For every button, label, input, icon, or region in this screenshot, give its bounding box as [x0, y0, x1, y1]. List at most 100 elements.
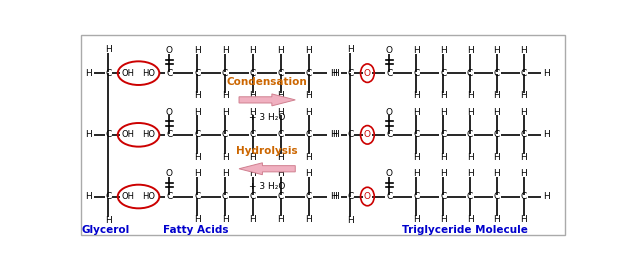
Text: H: H — [278, 153, 284, 162]
Text: C: C — [347, 130, 353, 139]
Text: H: H — [105, 45, 112, 54]
Text: C: C — [278, 192, 284, 201]
Text: O: O — [386, 169, 393, 178]
Text: H: H — [413, 169, 420, 178]
Text: H: H — [493, 91, 500, 100]
Text: H: H — [305, 108, 312, 117]
Text: H: H — [330, 130, 336, 139]
Text: C: C — [440, 130, 446, 139]
Text: H: H — [493, 46, 500, 55]
Text: H: H — [85, 130, 92, 139]
Polygon shape — [239, 163, 295, 175]
Text: C: C — [494, 69, 500, 78]
Text: H: H — [467, 169, 473, 178]
Text: C: C — [305, 130, 312, 139]
Text: H: H — [347, 216, 353, 225]
Text: H: H — [194, 108, 201, 117]
Text: H: H — [493, 153, 500, 162]
Text: H: H — [221, 46, 228, 55]
Text: H: H — [440, 153, 447, 162]
Text: C: C — [440, 69, 446, 78]
Text: H: H — [333, 192, 339, 201]
Text: C: C — [250, 69, 256, 78]
Text: H: H — [543, 192, 550, 201]
Text: HO: HO — [143, 130, 155, 139]
Text: H: H — [413, 91, 420, 100]
Text: H: H — [194, 215, 201, 224]
Text: C: C — [305, 69, 312, 78]
Text: C: C — [386, 69, 392, 78]
Text: H: H — [413, 46, 420, 55]
Text: O: O — [166, 108, 173, 117]
Text: H: H — [194, 46, 201, 55]
Text: C: C — [467, 192, 473, 201]
Text: C: C — [222, 69, 228, 78]
Text: C: C — [166, 69, 172, 78]
Text: H: H — [521, 46, 528, 55]
Text: C: C — [413, 130, 420, 139]
Text: H: H — [440, 215, 447, 224]
Text: + 3 H₂O: + 3 H₂O — [249, 113, 285, 122]
Text: H: H — [467, 46, 473, 55]
Text: C: C — [278, 130, 284, 139]
Text: H: H — [333, 130, 339, 139]
Text: H: H — [278, 108, 284, 117]
Text: C: C — [467, 69, 473, 78]
Text: H: H — [493, 108, 500, 117]
Text: O: O — [166, 169, 173, 178]
FancyBboxPatch shape — [81, 35, 565, 234]
Text: H: H — [250, 215, 256, 224]
Text: H: H — [493, 215, 500, 224]
Text: H: H — [467, 108, 473, 117]
Text: Glycerol: Glycerol — [81, 225, 130, 235]
Text: H: H — [278, 91, 284, 100]
Text: H: H — [521, 169, 528, 178]
Text: O: O — [364, 69, 371, 78]
Text: Fatty Acids: Fatty Acids — [163, 225, 229, 235]
Text: H: H — [347, 45, 353, 54]
Text: C: C — [166, 130, 172, 139]
Text: H: H — [467, 153, 473, 162]
Text: OH: OH — [121, 69, 134, 78]
Text: C: C — [467, 130, 473, 139]
Text: C: C — [222, 130, 228, 139]
Text: H: H — [85, 69, 92, 78]
Text: C: C — [494, 130, 500, 139]
Text: C: C — [194, 192, 201, 201]
Text: H: H — [250, 91, 256, 100]
Text: H: H — [194, 169, 201, 178]
Text: H: H — [521, 153, 528, 162]
Text: C: C — [347, 192, 353, 201]
Text: H: H — [521, 108, 528, 117]
Text: H: H — [305, 153, 312, 162]
Text: C: C — [105, 69, 111, 78]
Text: H: H — [194, 91, 201, 100]
Text: + 3 H₂O: + 3 H₂O — [249, 182, 285, 191]
Text: H: H — [250, 108, 256, 117]
Text: C: C — [440, 192, 446, 201]
Text: C: C — [166, 192, 172, 201]
Text: OH: OH — [121, 192, 134, 201]
Text: C: C — [413, 192, 420, 201]
Text: H: H — [330, 192, 336, 201]
Text: H: H — [305, 46, 312, 55]
Text: H: H — [440, 108, 447, 117]
Text: H: H — [221, 153, 228, 162]
Text: H: H — [221, 215, 228, 224]
Text: OH: OH — [121, 130, 134, 139]
Text: H: H — [85, 192, 92, 201]
Text: H: H — [543, 69, 550, 78]
Text: Hydrolysis: Hydrolysis — [237, 146, 298, 156]
Text: C: C — [521, 69, 527, 78]
Text: C: C — [494, 192, 500, 201]
Text: C: C — [521, 130, 527, 139]
Text: H: H — [305, 91, 312, 100]
Text: Condensation: Condensation — [227, 77, 307, 87]
Text: H: H — [330, 69, 336, 78]
Text: H: H — [440, 91, 447, 100]
Text: C: C — [250, 192, 256, 201]
Text: H: H — [467, 91, 473, 100]
Text: C: C — [386, 192, 392, 201]
Text: H: H — [413, 153, 420, 162]
Text: H: H — [278, 46, 284, 55]
